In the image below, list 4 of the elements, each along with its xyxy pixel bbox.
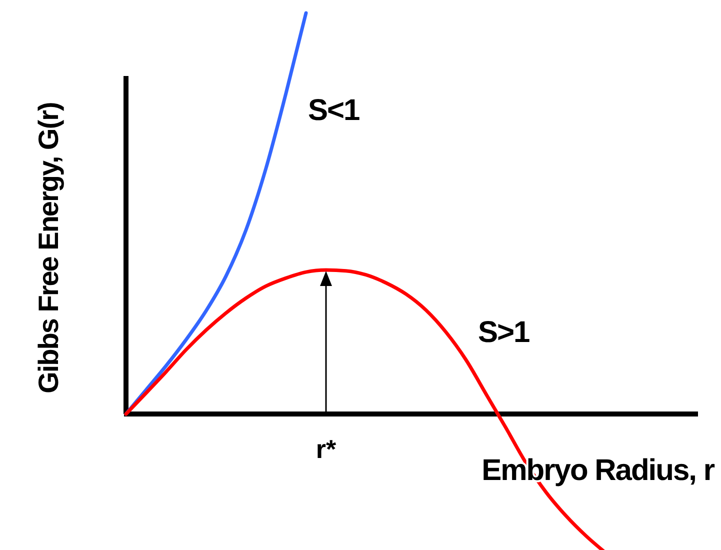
series-label: S>1	[478, 316, 530, 349]
series-label: S<1	[308, 94, 360, 127]
y-axis-title: Gibbs Free Energy, G(r)	[33, 102, 64, 394]
annotation: r*	[316, 434, 337, 464]
